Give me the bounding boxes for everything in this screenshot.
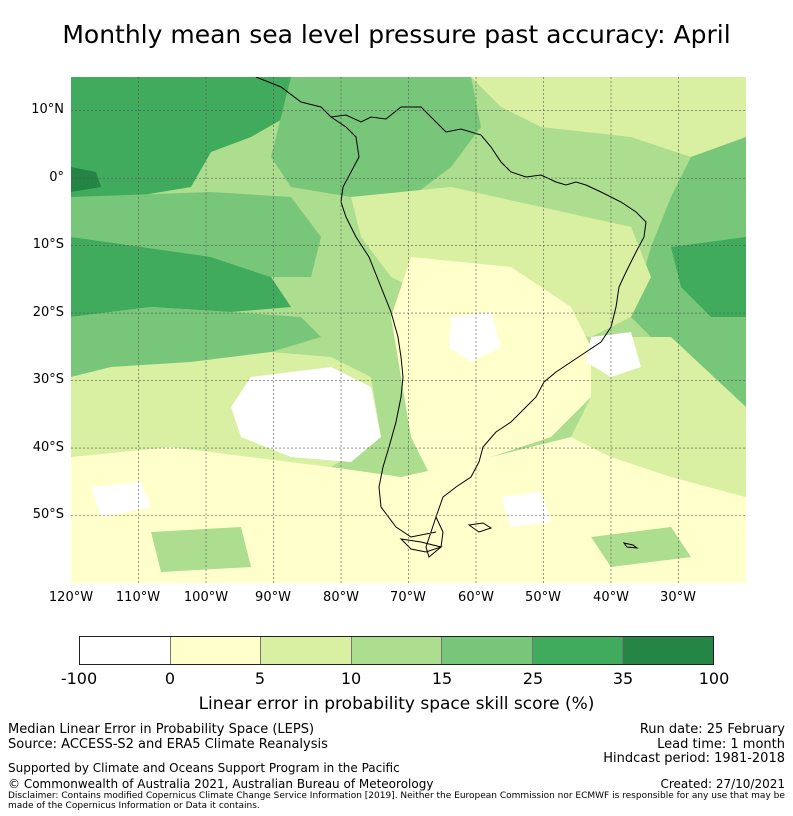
map-title: Monthly mean sea level pressure past acc… (62, 20, 731, 49)
colorbar-tick: 15 (431, 669, 453, 688)
colorbar-label: Linear error in probability space skill … (198, 694, 595, 714)
map-gridlines (71, 77, 746, 583)
falkland-islands (467, 522, 493, 533)
lat-label-0: 0° (49, 170, 64, 185)
lon-label-80w: 80°W (323, 590, 359, 605)
skill-region-medium-south-patch-2 (591, 527, 691, 567)
colorbar-segment (351, 637, 443, 664)
colorbar-tick: -100 (60, 669, 98, 688)
lat-label-30s: 30°S (32, 372, 64, 387)
skill-region-pale-continent (391, 257, 591, 477)
colorbar-tick: 25 (522, 669, 544, 688)
skill-region-medium-pacific-south (71, 307, 321, 377)
colorbar-tick: 35 (612, 669, 634, 688)
lon-label-70w: 70°W (390, 590, 426, 605)
footer-lead-time: Lead time: 1 month (657, 737, 785, 752)
lon-label-30w: 30°W (660, 590, 696, 605)
skill-region-dark-pacific (71, 237, 291, 317)
colorbar-segment (261, 637, 352, 664)
footer-copyright: © Commonwealth of Australia 2021, Austra… (8, 777, 434, 791)
skill-region-light-continent (351, 187, 651, 337)
skill-region-medium-south-patch (151, 527, 251, 572)
skill-region-medium-pacific (71, 192, 321, 277)
colorbar-tick: 0 (164, 669, 176, 688)
lat-label-10s: 10°S (32, 237, 64, 252)
colorbar-tick: 100 (698, 669, 730, 688)
skill-region-white-continent (449, 312, 501, 362)
lon-label-50w: 50°W (525, 590, 561, 605)
colorbar-segment (623, 637, 714, 664)
skill-map (71, 77, 746, 583)
footer-support: Supported by Climate and Oceans Support … (8, 761, 400, 775)
lon-label-90w: 90°W (255, 590, 291, 605)
footer-created: Created: 27/10/2021 (660, 777, 785, 791)
lat-label-40s: 40°S (32, 440, 64, 455)
footer-disclaimer: Disclaimer: Contains modified Copernicus… (8, 791, 785, 811)
lon-label-110w: 110°W (115, 590, 161, 605)
colorbar-segment (80, 637, 171, 664)
lon-label-120w: 120°W (48, 590, 94, 605)
south-georgia (622, 542, 639, 549)
skill-region-dark-east (671, 237, 746, 317)
skill-region-white-south-2 (501, 492, 551, 527)
lat-label-10n: 10°N (31, 102, 64, 117)
skill-region-darkest-equator (71, 167, 101, 192)
colorbar (79, 636, 714, 665)
skill-region-medium-north (271, 77, 481, 197)
lat-label-20s: 20°S (32, 305, 64, 320)
skill-region-light-southeast (571, 337, 746, 497)
footer-source: Source: ACCESS-S2 and ERA5 Climate Reana… (8, 737, 328, 752)
colorbar-segment (442, 637, 533, 664)
skill-region-white-south (91, 482, 151, 517)
footer-hindcast: Hindcast period: 1981-2018 (603, 751, 785, 766)
lon-label-60w: 60°W (458, 590, 494, 605)
skill-region-dark-north (71, 77, 291, 207)
colorbar-segment (532, 637, 624, 664)
footer-method: Median Linear Error in Probability Space… (8, 722, 315, 737)
lon-label-100w: 100°W (183, 590, 229, 605)
tierra-del-fuego (399, 538, 443, 553)
footer-run-date: Run date: 25 February (639, 722, 785, 737)
colorbar-tick: 10 (340, 669, 362, 688)
colorbar-tick: 5 (254, 669, 266, 688)
lat-label-50s: 50°S (32, 507, 64, 522)
colorbar-segment (170, 637, 262, 664)
lon-label-40w: 40°W (593, 590, 629, 605)
skill-region-light-northeast (471, 77, 746, 157)
south-america-coastline (255, 77, 647, 558)
map-panel (71, 77, 746, 583)
skill-region-white-pacific (231, 367, 381, 462)
